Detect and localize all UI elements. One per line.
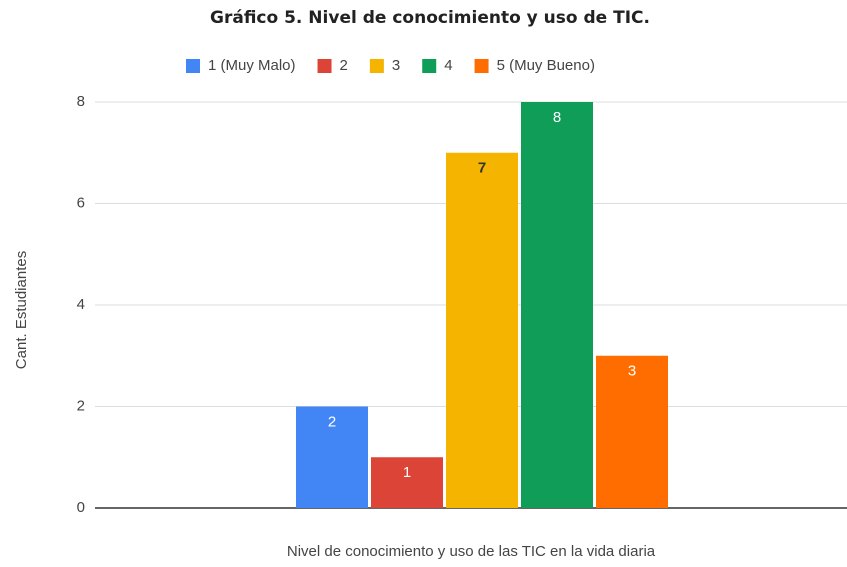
bar (371, 457, 443, 508)
legend-label: 1 (Muy Malo) (208, 57, 296, 74)
legend-swatch (422, 59, 437, 73)
data-label: 1 (403, 464, 411, 481)
data-label: 8 (553, 109, 561, 126)
legend-swatch (369, 59, 384, 73)
bar (446, 152, 518, 508)
bar (296, 406, 368, 508)
y-tick-label: 6 (77, 194, 85, 211)
bar (521, 102, 593, 508)
legend-label: 4 (444, 57, 452, 74)
bar (596, 355, 668, 508)
x-axis-title: Nivel de conocimiento y uso de las TIC e… (287, 543, 656, 560)
legend-label: 5 (Muy Bueno) (497, 57, 595, 74)
legend-label: 3 (392, 57, 400, 74)
legend-swatch (474, 59, 489, 73)
y-tick-label: 0 (77, 499, 85, 516)
y-axis-title: Cant. Estudiantes (13, 251, 30, 369)
y-tick-label: 4 (77, 296, 85, 313)
legend-swatch (317, 59, 332, 73)
data-label: 2 (328, 413, 336, 430)
y-tick-label: 8 (77, 93, 85, 110)
data-label: 3 (628, 363, 636, 380)
chart-title: Gráfico 5. Nivel de conocimiento y uso d… (210, 8, 650, 28)
data-label: 7 (478, 160, 486, 177)
legend-swatch (186, 59, 200, 73)
legend-label: 2 (340, 57, 348, 74)
y-tick-label: 2 (77, 397, 85, 414)
